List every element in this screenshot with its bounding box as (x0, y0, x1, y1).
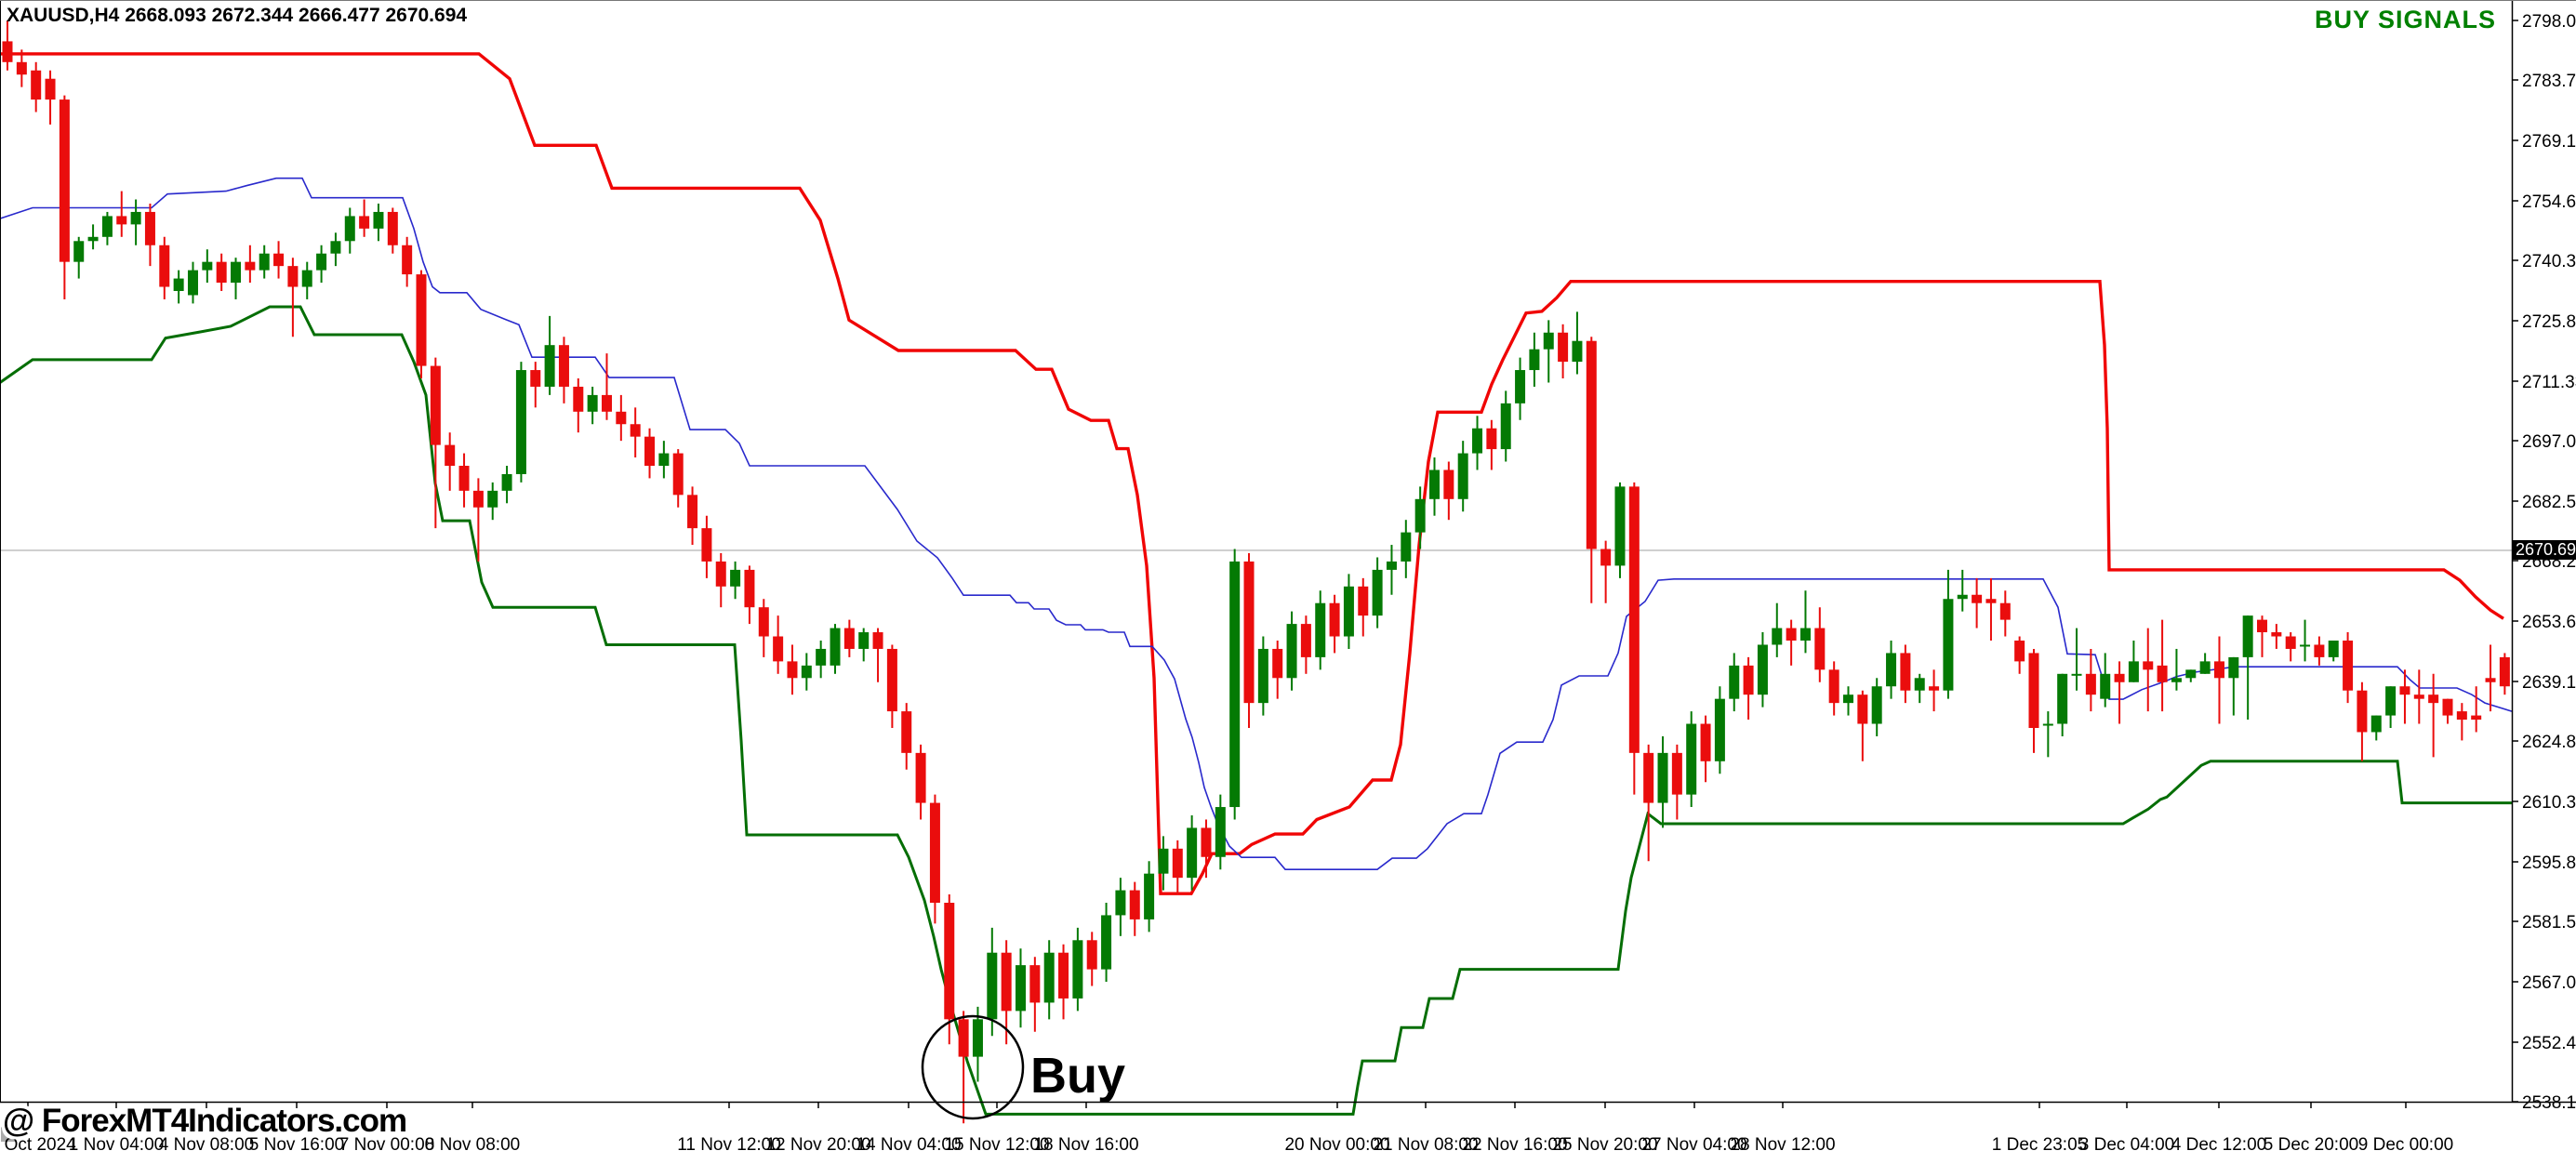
price-tick-label: 2567.010 (2522, 973, 2576, 993)
time-tick-label: 8 Nov 08:00 (425, 1135, 520, 1155)
price-tick-label: 2639.170 (2522, 673, 2576, 693)
buy-circle (921, 1014, 1025, 1120)
price-tick-label: 2798.010 (2522, 12, 2576, 32)
price-axis[interactable]: 2798.010 2783.710 2769.190 2754.670 2740.370… (2512, 12, 2576, 1113)
price-tick-label: 2682.510 (2522, 493, 2576, 512)
price-tick-label: 2552.490 (2522, 1034, 2576, 1053)
price-tick-label: 2653.690 (2522, 613, 2576, 632)
indicator-lines (0, 52, 2513, 1116)
time-tick-label: 1 Dec 23:05 (1992, 1135, 2087, 1155)
price-tick-label: 2595.830 (2522, 853, 2576, 873)
time-tick-label: 7 Nov 00:00 (339, 1135, 434, 1155)
time-tick-label: 28 Nov 12:00 (1730, 1135, 1835, 1155)
time-tick-label: 25 Nov 20:00 (1552, 1135, 1657, 1155)
time-tick-label: 1 Nov 04:00 (69, 1135, 164, 1155)
watermark-text: @ ForexMT4Indicators.com (3, 1103, 407, 1139)
price-tick-label: 2624.870 (2522, 733, 2576, 752)
band-line-blue (0, 177, 2513, 871)
current-price-badge: 2670.694 (2513, 540, 2576, 560)
time-tick-label: 22 Nov 16:00 (1462, 1135, 1567, 1155)
scroll-corner-icon (1, 1127, 16, 1142)
price-tick-label: 2783.710 (2522, 72, 2576, 91)
time-tick-label: 4 Nov 08:00 (159, 1135, 254, 1155)
price-tick-label: 2754.670 (2522, 192, 2576, 212)
time-tick-label: 27 Nov 04:00 (1641, 1135, 1746, 1155)
symbol-title: XAUUSD,H4 2668.093 2672.344 2666.477 267… (7, 5, 468, 26)
time-tick-label: 20 Nov 00:00 (1284, 1135, 1389, 1155)
time-tick-label: 30 Oct 2024 (0, 1135, 76, 1155)
price-tick-label: 2740.370 (2522, 252, 2576, 271)
time-tick-label: 3 Dec 04:00 (2079, 1135, 2174, 1155)
time-tick-label: 5 Dec 20:00 (2264, 1135, 2358, 1155)
price-tick-label: 2581.530 (2522, 913, 2576, 933)
time-tick-label: 9 Dec 00:00 (2358, 1135, 2453, 1155)
band-line-green (0, 305, 2512, 1116)
price-tick-label: 2769.190 (2522, 132, 2576, 152)
time-tick-label: 18 Nov 16:00 (1033, 1135, 1138, 1155)
time-tick-label: 4 Dec 12:00 (2171, 1135, 2266, 1155)
price-tick-label: 2725.850 (2522, 312, 2576, 332)
time-tick-label: 21 Nov 08:00 (1373, 1135, 1478, 1155)
time-tick-label: 14 Nov 04:00 (856, 1135, 961, 1155)
price-tick-label: 2538.190 (2522, 1093, 2576, 1113)
time-tick-label: 12 Nov 20:00 (765, 1135, 870, 1155)
band-line-red (0, 52, 2504, 895)
buy-circle-annotation (921, 1014, 1025, 1120)
time-tick-label: 15 Nov 12:00 (944, 1135, 1049, 1155)
price-tick-label: 2610.350 (2522, 793, 2576, 813)
buy-text-annotation: Buy (1030, 1048, 1126, 1104)
price-tick-label: 2697.030 (2522, 432, 2576, 452)
time-tick-label: 11 Nov 12:00 (677, 1135, 781, 1155)
price-tick-label: 2711.330 (2522, 373, 2576, 392)
indicator-name-label: BUY SIGNALS (2314, 6, 2496, 33)
time-tick-label: 5 Nov 16:00 (249, 1135, 344, 1155)
candlestick-series (2, 20, 2510, 1124)
